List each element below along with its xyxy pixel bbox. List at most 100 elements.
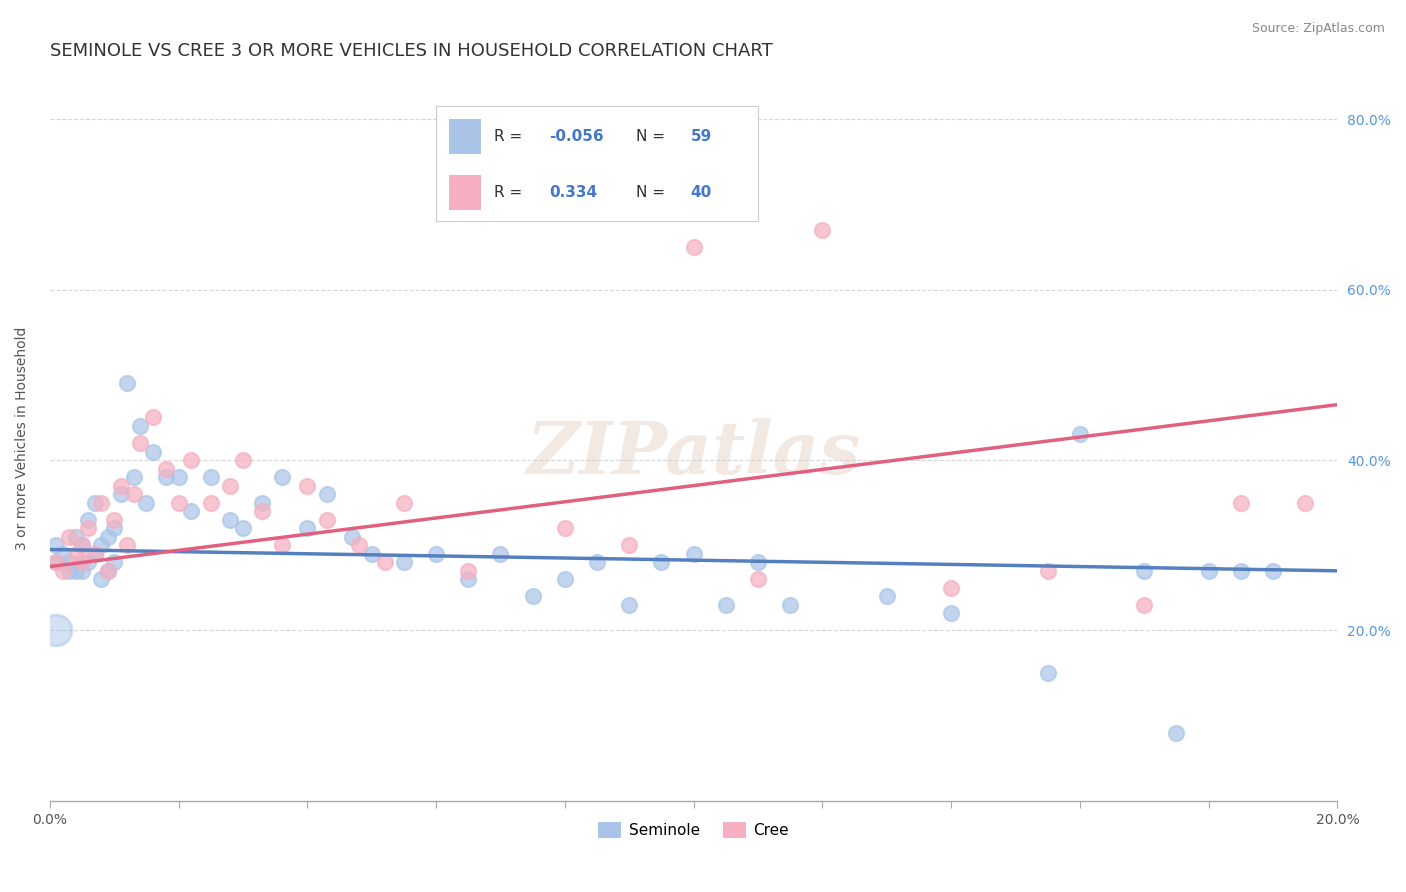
Point [115, 376, 138, 391]
Point [392, 496, 415, 510]
Text: SEMINOLE VS CREE 3 OR MORE VEHICLES IN HOUSEHOLD CORRELATION CHART: SEMINOLE VS CREE 3 OR MORE VEHICLES IN H… [49, 42, 772, 60]
Point [425, 547, 447, 561]
Point [1036, 666, 1059, 681]
Point [315, 487, 337, 501]
Point [70, 538, 93, 552]
Point [110, 487, 132, 501]
Point [315, 513, 337, 527]
Text: Source: ZipAtlas.com: Source: ZipAtlas.com [1251, 22, 1385, 36]
Point [1133, 598, 1156, 612]
Point [97, 564, 120, 578]
Point [155, 470, 177, 484]
Point [522, 590, 544, 604]
Point [619, 598, 641, 612]
Point [167, 470, 190, 484]
Point [90, 538, 112, 552]
Point [45, 555, 67, 569]
Point [939, 607, 962, 621]
Point [110, 478, 132, 492]
Point [252, 504, 274, 518]
Point [939, 581, 962, 595]
Point [70, 564, 93, 578]
Point [129, 436, 152, 450]
Point [70, 555, 93, 569]
Point [650, 555, 672, 569]
Point [167, 496, 190, 510]
Point [103, 513, 125, 527]
Point [58, 564, 80, 578]
Point [347, 538, 370, 552]
Point [1230, 564, 1253, 578]
Point [219, 513, 242, 527]
Point [392, 555, 415, 569]
Y-axis label: 3 or more Vehicles in Household: 3 or more Vehicles in Household [15, 327, 30, 550]
Point [1294, 496, 1316, 510]
Point [1230, 496, 1253, 510]
Legend: Seminole, Cree: Seminole, Cree [592, 815, 796, 844]
Point [103, 521, 125, 535]
Point [135, 496, 157, 510]
Point [554, 521, 576, 535]
Point [1261, 564, 1284, 578]
Point [714, 598, 737, 612]
Point [232, 453, 254, 467]
Point [1036, 564, 1059, 578]
Point [155, 461, 177, 475]
Point [1069, 427, 1091, 442]
Point [142, 410, 165, 425]
Point [115, 538, 138, 552]
Point [200, 470, 222, 484]
Point [83, 547, 105, 561]
Point [747, 572, 769, 586]
Point [77, 555, 100, 569]
Point [142, 444, 165, 458]
Point [97, 564, 120, 578]
Point [83, 547, 105, 561]
Point [682, 240, 704, 254]
Point [374, 555, 396, 569]
Point [811, 223, 834, 237]
Point [103, 555, 125, 569]
Point [70, 538, 93, 552]
Point [270, 538, 292, 552]
Point [77, 521, 100, 535]
Point [45, 538, 67, 552]
Point [1133, 564, 1156, 578]
Point [83, 496, 105, 510]
Point [52, 564, 75, 578]
Point [297, 478, 319, 492]
Point [219, 478, 242, 492]
Point [129, 419, 152, 434]
Point [489, 547, 512, 561]
Point [65, 547, 87, 561]
Point [619, 538, 641, 552]
Point [122, 487, 145, 501]
Point [270, 470, 292, 484]
Point [90, 496, 112, 510]
Point [180, 504, 202, 518]
Point [586, 555, 609, 569]
Point [297, 521, 319, 535]
Point [457, 572, 479, 586]
Point [77, 513, 100, 527]
Point [1198, 564, 1220, 578]
Point [122, 470, 145, 484]
Text: ZIPatlas: ZIPatlas [527, 417, 860, 489]
Point [65, 564, 87, 578]
Point [779, 598, 801, 612]
Point [45, 624, 67, 638]
Point [58, 555, 80, 569]
Point [554, 572, 576, 586]
Point [200, 496, 222, 510]
Point [252, 496, 274, 510]
Point [457, 564, 479, 578]
Point [90, 572, 112, 586]
Point [180, 453, 202, 467]
Point [342, 530, 364, 544]
Point [747, 555, 769, 569]
Point [232, 521, 254, 535]
Point [682, 547, 704, 561]
Point [52, 547, 75, 561]
Point [360, 547, 382, 561]
Point [1166, 725, 1188, 739]
